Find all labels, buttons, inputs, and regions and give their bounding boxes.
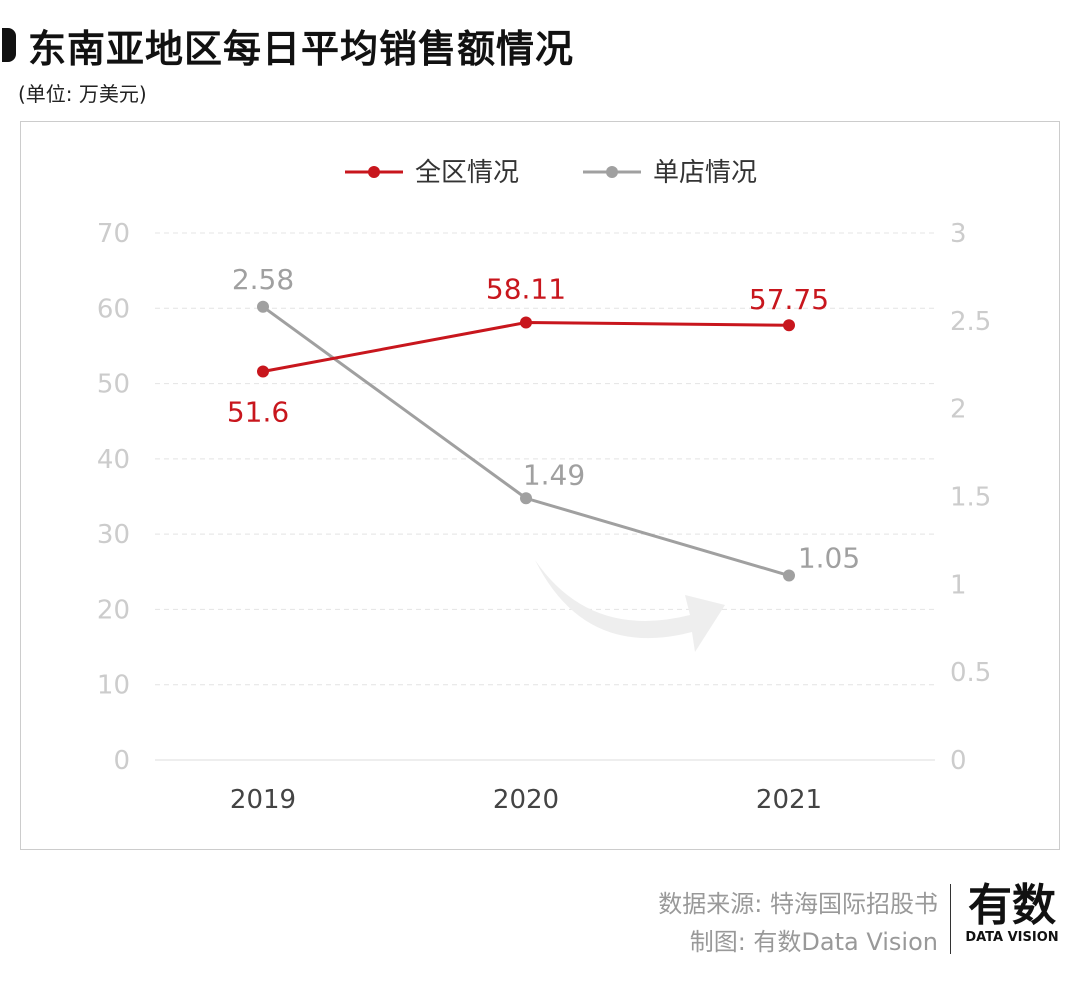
data-source: 数据来源: 特海国际招股书 [658, 890, 938, 918]
y-left-tick: 70 [97, 219, 130, 249]
y-right-tick: 3 [950, 219, 967, 249]
y-left-tick: 60 [97, 294, 130, 324]
chart-title: 东南亚地区每日平均销售额情况 [28, 27, 575, 71]
chart-credit: 制图: 有数Data Vision [689, 928, 938, 956]
logo: 有数 DATA VISION [962, 880, 1062, 946]
y-left-tick: 40 [97, 445, 130, 475]
x-tick: 2021 [756, 785, 822, 815]
data-point [783, 569, 795, 582]
data-label: 58.11 [486, 273, 566, 306]
legend-label: 全区情况 [415, 158, 519, 188]
legend-marker [606, 166, 618, 178]
chart-frame [20, 121, 1060, 850]
logo-en: DATA VISION [965, 930, 1059, 945]
trend-arrow-icon [535, 560, 725, 652]
data-point [257, 300, 269, 313]
data-label: 51.6 [227, 396, 289, 429]
divider [950, 884, 951, 954]
data-point [520, 316, 532, 329]
data-point [783, 319, 795, 332]
y-right-tick: 0 [950, 746, 967, 776]
y-left-tick: 10 [97, 671, 130, 701]
y-right-tick: 2 [950, 395, 967, 425]
legend-label: 单店情况 [653, 158, 757, 188]
y-right-tick: 2.5 [950, 307, 991, 337]
data-label: 57.75 [749, 283, 829, 316]
x-tick: 2020 [493, 785, 559, 815]
data-point [520, 492, 532, 505]
y-right-tick: 0.5 [950, 658, 991, 688]
data-label: 1.05 [798, 542, 860, 575]
chart-subtitle: (单位: 万美元) [18, 82, 147, 106]
title-marker [2, 28, 16, 62]
y-left-tick: 30 [97, 520, 130, 550]
y-left-tick: 0 [113, 746, 130, 776]
logo-cn: 有数 [968, 880, 1056, 931]
data-point [257, 365, 269, 378]
y-left-tick: 50 [97, 370, 130, 400]
x-tick: 2019 [230, 785, 296, 815]
data-label: 2.58 [232, 263, 294, 296]
legend-marker [368, 166, 380, 178]
y-left-tick: 20 [97, 595, 130, 625]
series-line [262, 305, 790, 577]
y-right-tick: 1.5 [950, 483, 991, 513]
y-right-tick: 1 [950, 570, 967, 600]
data-label: 1.49 [523, 458, 585, 491]
